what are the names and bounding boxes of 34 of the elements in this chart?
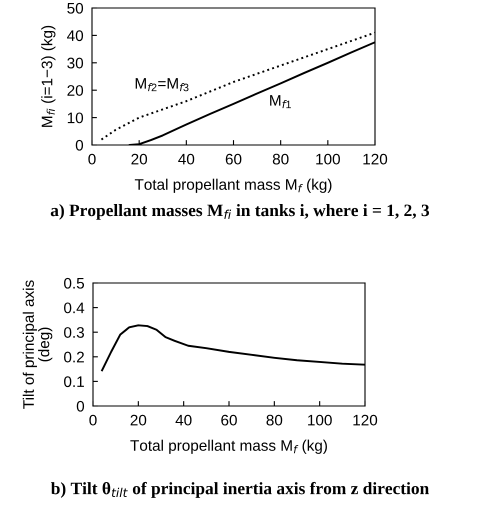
y-tick-label: 0.1: [64, 376, 84, 388]
series-label: M$_{f1}$: [270, 95, 291, 108]
x-tick-label: 20: [130, 414, 146, 426]
x-tick-label: 60: [221, 414, 237, 426]
x-axis-title: Total propellant mass M$_{f}$ (kg): [130, 440, 327, 454]
series-label: M$_{f2}$=M$_{f3}$: [136, 78, 188, 92]
x-tick-label: 120: [353, 414, 378, 426]
y-tick-label: 0.4: [64, 302, 84, 314]
x-tick-label: 80: [266, 414, 282, 426]
x-tick-label: 40: [178, 154, 194, 165]
x-tick-label: 80: [272, 154, 289, 165]
y-tick-label: 20: [67, 85, 84, 96]
x-tick-label: 100: [316, 154, 340, 165]
x-tick-label: 0: [89, 414, 97, 426]
y-tick-label: 30: [67, 58, 84, 68]
x-tick-label: 40: [176, 414, 192, 426]
x-axis-title: Total propellant mass M$_{f}$ (kg): [134, 178, 332, 193]
text: a) Propellant masses M$_{fi}$ in tanks i, where i = 1, 2, 3: [50, 204, 430, 220]
y-axis-title: Tilt of principal axis (deg): [22, 280, 52, 409]
x-tick-label: 0: [88, 154, 96, 165]
text: b) Tilt θ$_{tilt}$ of principal inertia axis from z direction: [50, 482, 429, 498]
y-axis-title: M$_{fi}$ (i=1−3) (kg): [41, 26, 56, 127]
y-tick-label: 0.2: [64, 352, 84, 362]
y-tick-label: 0: [76, 140, 84, 151]
y-tick-label: 0.3: [64, 327, 84, 338]
y-tick-label: 10: [68, 112, 84, 124]
x-tick-label: 120: [363, 154, 388, 165]
x-tick-label: 20: [131, 154, 148, 165]
y-tick-label: 40: [67, 30, 84, 42]
y-tick-label: 0: [76, 400, 84, 412]
x-tick-label: 100: [308, 414, 332, 426]
y-tick-label: 0.5: [64, 278, 84, 289]
x-tick-label: 60: [226, 154, 242, 165]
y-tick-label: 50: [67, 2, 84, 14]
